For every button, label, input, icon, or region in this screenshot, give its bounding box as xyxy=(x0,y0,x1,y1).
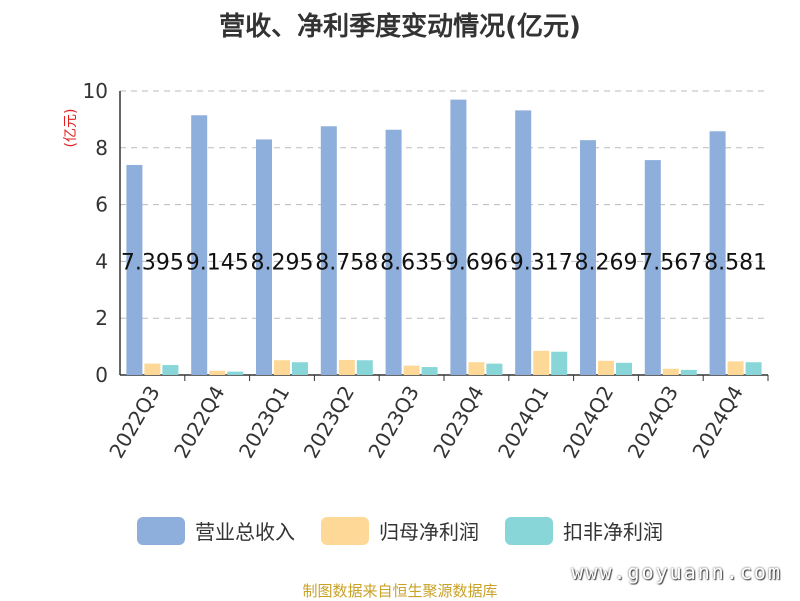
x-tick-label: 2023Q1 xyxy=(234,382,294,463)
chart-title: 营收、净利季度变动情况(亿元) xyxy=(219,12,581,42)
x-tick-label: 2023Q2 xyxy=(299,382,359,463)
legend-label-revenue: 营业总收入 xyxy=(195,520,295,544)
y-tick-label: 6 xyxy=(95,193,108,217)
data-source-note: 制图数据来自恒生聚源数据库 xyxy=(302,582,498,600)
legend-item-revenue[interactable]: 营业总收入 xyxy=(137,516,295,545)
bar-deducted-profit xyxy=(616,362,632,375)
y-tick-label: 0 xyxy=(95,363,108,387)
bar-revenue xyxy=(450,99,467,375)
data-label-revenue: 8.581 xyxy=(704,250,767,275)
legend-swatch-net-profit xyxy=(321,516,369,545)
data-label-revenue: 8.269 xyxy=(575,250,638,275)
bar-net-profit xyxy=(598,360,614,375)
legend-swatch-deducted-profit xyxy=(505,516,553,545)
bar-revenue xyxy=(320,126,337,375)
bar-deducted-profit xyxy=(292,362,308,375)
bar-revenue xyxy=(191,115,208,376)
y-tick-label: 2 xyxy=(95,306,108,330)
y-tick-label: 8 xyxy=(95,136,108,160)
data-label-revenue: 8.295 xyxy=(251,250,314,275)
x-tick-label: 2022Q3 xyxy=(104,382,164,463)
bar-net-profit xyxy=(144,363,161,375)
bar-net-profit xyxy=(468,362,485,375)
bar-deducted-profit xyxy=(227,371,244,375)
legend-label-net-profit: 归母净利润 xyxy=(379,520,479,544)
y-tick-label: 10 xyxy=(83,79,108,103)
bar-net-profit xyxy=(209,370,226,375)
bar-net-profit xyxy=(727,361,744,375)
y-tick-label: 4 xyxy=(95,249,108,273)
x-tick-label: 2024Q3 xyxy=(623,382,683,463)
x-tick-label: 2023Q3 xyxy=(363,382,423,463)
bar-revenue xyxy=(709,131,726,375)
bar-deducted-profit xyxy=(745,362,762,375)
bar-net-profit xyxy=(338,359,355,375)
legend: 营业总收入 归母净利润 扣非净利润 xyxy=(0,516,800,545)
x-tick-label: 2024Q1 xyxy=(493,382,553,463)
bar-chart: 0 2 4 6 8 10 7.395 2022Q3 9.145 2022Q4 8.295 2023Q1… xyxy=(83,79,769,463)
data-label-revenue: 7.567 xyxy=(639,250,702,275)
bar-deducted-profit xyxy=(551,351,568,375)
data-label-revenue: 9.696 xyxy=(445,250,508,275)
data-label-revenue: 7.395 xyxy=(121,250,184,275)
watermark: www.goyuann.com xyxy=(571,560,782,584)
legend-label-deducted-profit: 扣非净利润 xyxy=(563,520,663,544)
bar-revenue xyxy=(385,129,402,375)
data-label-revenue: 8.758 xyxy=(315,250,378,275)
x-tick-label: 2024Q4 xyxy=(687,382,747,463)
bar-deducted-profit xyxy=(680,369,697,375)
legend-item-net-profit[interactable]: 归母净利润 xyxy=(321,516,479,545)
bar-net-profit xyxy=(274,360,290,375)
bar-revenue xyxy=(644,160,661,375)
legend-item-deducted-profit[interactable]: 扣非净利润 xyxy=(505,516,663,545)
bar-net-profit xyxy=(533,350,550,375)
data-label-revenue: 8.635 xyxy=(380,250,443,275)
bar-deducted-profit xyxy=(162,365,179,375)
x-tick-label: 2024Q2 xyxy=(558,382,618,463)
bar-deducted-profit xyxy=(356,360,373,375)
x-tick-label: 2023Q4 xyxy=(428,382,488,463)
data-label-revenue: 9.145 xyxy=(186,250,249,275)
bar-net-profit xyxy=(403,365,420,375)
bar-revenue xyxy=(515,110,532,375)
bar-revenue xyxy=(256,139,272,375)
bar-net-profit xyxy=(662,368,679,375)
bar-deducted-profit xyxy=(486,363,503,375)
bar-revenue xyxy=(580,140,596,375)
bar-deducted-profit xyxy=(421,367,438,375)
x-tick-label: 2022Q4 xyxy=(169,382,229,463)
legend-swatch-revenue xyxy=(137,516,185,545)
data-label-revenue: 9.317 xyxy=(510,250,573,275)
bar-revenue xyxy=(126,164,143,375)
